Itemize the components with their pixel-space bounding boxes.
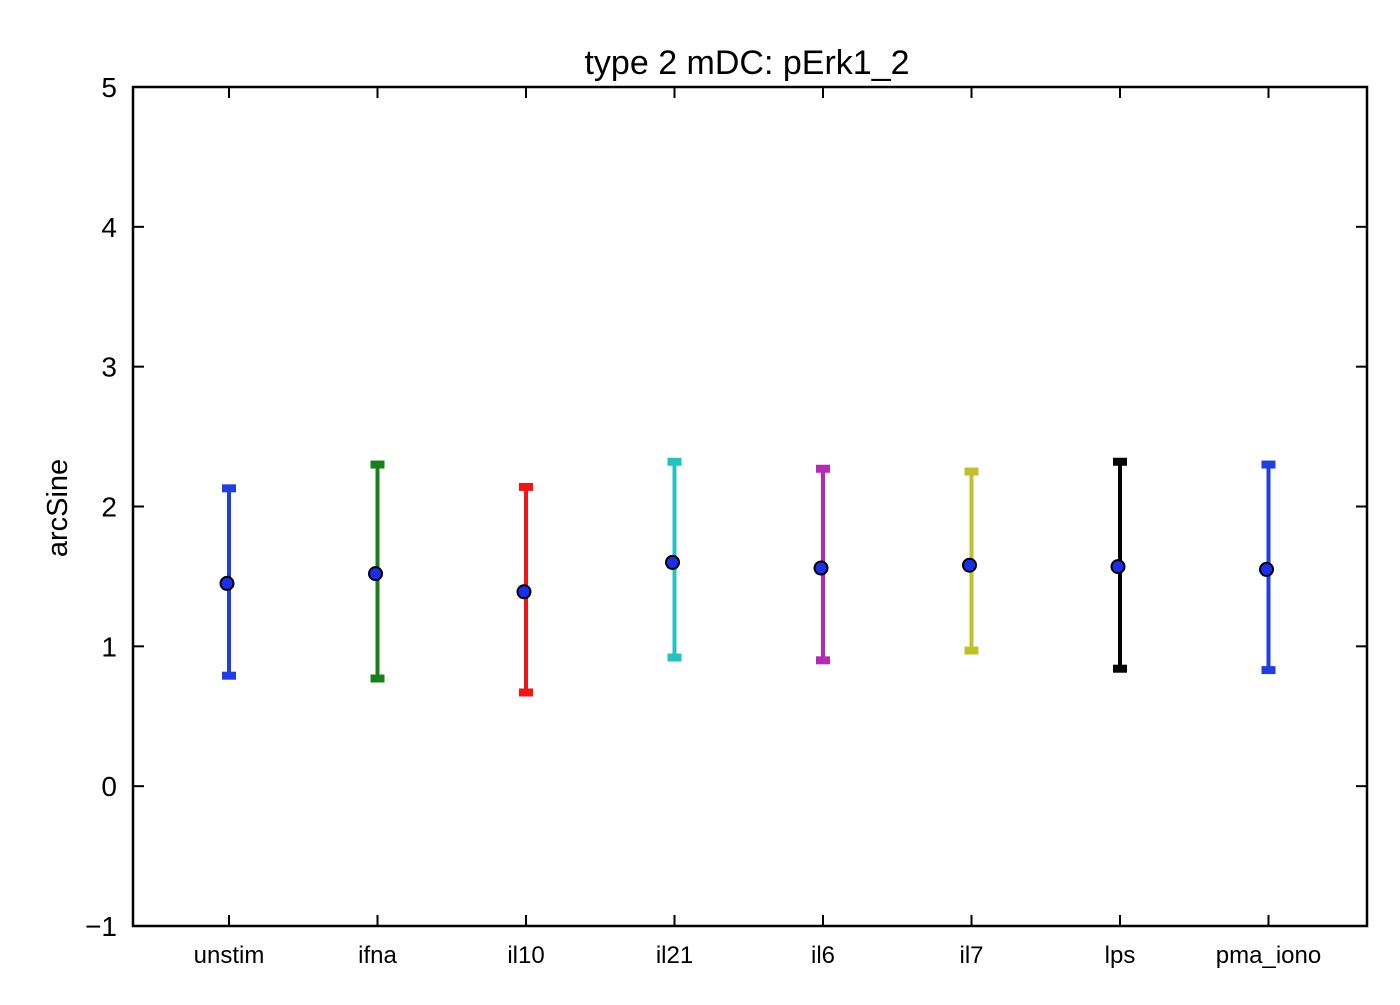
- x-ticks: unstim ifna il10 il21 il6 il7 lps pma_iono: [194, 87, 1321, 969]
- y-tick-label: 2: [101, 492, 117, 523]
- plot-frame: [131, 85, 1369, 928]
- x-tick-label: il7: [959, 942, 983, 969]
- x-tick-label: il6: [811, 942, 835, 969]
- marker-il6: [813, 560, 829, 576]
- x-tick-label: il21: [656, 942, 693, 969]
- marker-ifna: [368, 566, 383, 582]
- y-ticks: −1 0 1 2 3 4 5: [85, 72, 1367, 942]
- markers: [219, 554, 1274, 600]
- x-tick-label: il10: [507, 942, 544, 969]
- marker-unstim: [219, 575, 235, 591]
- chart-title: type 2 mDC: pErk1_2: [584, 44, 909, 82]
- marker-pma_iono: [1259, 561, 1274, 577]
- marker-il7: [962, 557, 977, 573]
- y-tick-label: 5: [101, 72, 117, 103]
- y-tick-label: 3: [101, 352, 117, 383]
- marker-il21: [665, 554, 680, 570]
- x-tick-label: lps: [1105, 942, 1136, 969]
- marker-il10: [516, 584, 532, 600]
- y-tick-label: 1: [101, 631, 117, 662]
- x-tick-label: ifna: [358, 942, 397, 969]
- x-tick-label: unstim: [194, 942, 265, 969]
- x-tick-label: pma_iono: [1216, 942, 1321, 969]
- y-tick-label: −1: [85, 911, 117, 942]
- y-axis-label: arcSine: [42, 459, 74, 557]
- marker-lps: [1110, 559, 1126, 575]
- y-tick-label: 0: [101, 771, 117, 802]
- y-tick-label: 4: [101, 212, 117, 243]
